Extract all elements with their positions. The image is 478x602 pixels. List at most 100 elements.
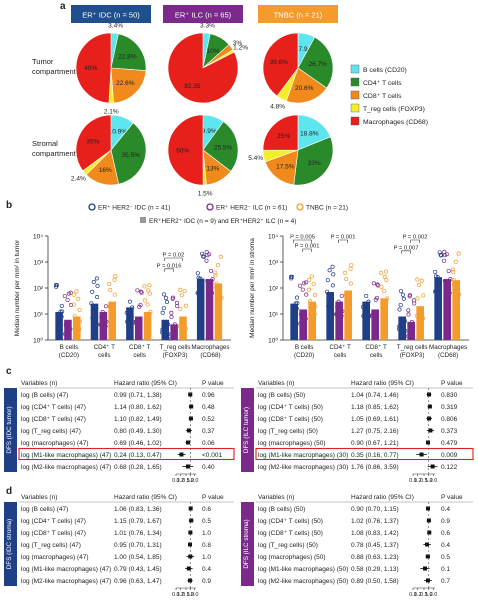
bar bbox=[108, 301, 116, 340]
data-point bbox=[437, 250, 442, 255]
column-header: Variables (n) bbox=[258, 380, 294, 387]
data-point bbox=[446, 268, 451, 274]
data-point bbox=[366, 299, 371, 304]
pie-value-label: 49% bbox=[84, 65, 97, 72]
data-point bbox=[147, 291, 152, 296]
data-point bbox=[178, 287, 183, 292]
pie-value-label: 2.1% bbox=[104, 108, 119, 115]
data-point bbox=[219, 295, 224, 300]
bar bbox=[64, 319, 72, 340]
side-label: DFS (ILC stroma) bbox=[243, 519, 250, 568]
hazard-ratio-text: 0.78 (0.45, 1.37) bbox=[351, 542, 399, 549]
p-value-text: 0.5 bbox=[202, 518, 211, 525]
data-point bbox=[400, 292, 405, 297]
hazard-ratio-text: 1.76 (0.86, 3.59) bbox=[351, 464, 399, 471]
side-label-box bbox=[4, 502, 17, 586]
p-value-annotation: P = 0.02 bbox=[163, 253, 185, 259]
pie-slice bbox=[262, 32, 299, 97]
data-point bbox=[182, 289, 187, 294]
legend-swatch bbox=[350, 116, 360, 126]
hr-estimate-marker bbox=[189, 404, 194, 409]
data-point bbox=[127, 299, 132, 304]
pie-value-label: 1.5% bbox=[198, 190, 213, 197]
pie-slice bbox=[75, 114, 112, 172]
bar bbox=[434, 277, 442, 340]
category-label: (CD68) bbox=[200, 352, 220, 359]
forest-tick-label: 1.0 bbox=[425, 478, 433, 484]
data-point bbox=[311, 313, 316, 319]
p-value-text: 0.6 bbox=[202, 506, 211, 513]
hr-estimate-marker bbox=[189, 518, 194, 523]
data-point bbox=[369, 314, 375, 319]
data-point bbox=[71, 302, 76, 307]
hazard-ratio-text: 1.10 (0.82, 1.49) bbox=[114, 416, 162, 423]
data-point bbox=[371, 281, 376, 286]
p-value-text: 0.06 bbox=[202, 440, 215, 447]
pie-value-label: 50% bbox=[176, 148, 189, 155]
category-label: (CD68) bbox=[438, 352, 458, 359]
data-point bbox=[129, 315, 134, 320]
bar bbox=[335, 301, 343, 340]
bar bbox=[196, 278, 205, 340]
pie-value-label: 3.3% bbox=[200, 23, 215, 30]
pie-slice bbox=[297, 114, 331, 151]
data-point bbox=[59, 314, 64, 319]
data-point bbox=[179, 318, 184, 323]
data-point bbox=[418, 318, 423, 323]
bar bbox=[161, 319, 170, 340]
data-point bbox=[209, 290, 215, 296]
panel-label-a: a bbox=[60, 1, 66, 12]
column-header: P value bbox=[441, 494, 463, 501]
data-point bbox=[166, 322, 171, 327]
data-point bbox=[293, 301, 298, 306]
data-point bbox=[415, 277, 420, 282]
data-point bbox=[104, 319, 109, 324]
hr-estimate-marker bbox=[419, 452, 424, 457]
data-point bbox=[67, 330, 72, 335]
variable-label: log (CD4⁺ T cells) (50) bbox=[258, 404, 323, 411]
data-point bbox=[210, 277, 215, 282]
variable-label: log (M2-like macrophages) (47) bbox=[21, 578, 111, 585]
side-label: DFS (IDC tumor) bbox=[6, 406, 13, 453]
column-header: P value bbox=[441, 380, 463, 387]
data-point bbox=[213, 273, 218, 278]
data-point bbox=[376, 283, 381, 288]
data-point bbox=[68, 302, 74, 308]
data-point bbox=[433, 269, 438, 274]
data-point bbox=[289, 274, 294, 279]
variable-label: log (M2-like macrophages) (30) bbox=[258, 464, 348, 471]
category-label: (CD20) bbox=[294, 352, 314, 359]
p-value-annotation: P = 0.001 bbox=[295, 244, 320, 250]
pie-value-label: 39.6% bbox=[270, 59, 289, 66]
data-point bbox=[60, 309, 65, 314]
data-point bbox=[107, 304, 112, 309]
pie-value-label: 16% bbox=[99, 167, 112, 174]
hr-estimate-marker bbox=[425, 578, 430, 583]
data-point bbox=[214, 281, 219, 286]
y-axis-label: Median number per mm² in tumor bbox=[14, 239, 21, 336]
data-point bbox=[289, 276, 294, 281]
data-point bbox=[360, 304, 366, 310]
legend-label: T_reg cells (FOXP3) bbox=[363, 106, 425, 113]
header-box bbox=[71, 5, 151, 23]
pie-value-label: 26.7% bbox=[309, 61, 328, 68]
p-value-annotation: P = 0.005 bbox=[290, 235, 315, 241]
p-value-text: 0.9 bbox=[441, 518, 450, 525]
significance-bracket bbox=[410, 239, 420, 243]
hr-estimate-marker bbox=[186, 428, 191, 433]
data-point bbox=[339, 293, 344, 298]
bar bbox=[170, 324, 178, 340]
pie-value-label: 13% bbox=[206, 165, 219, 172]
hazard-ratio-text: 0.99 (0.71, 1.38) bbox=[114, 392, 162, 399]
data-point bbox=[198, 276, 203, 281]
pie-value-label: 3% bbox=[233, 40, 243, 47]
y-tick-label: 10⁴ bbox=[33, 234, 43, 241]
bar bbox=[380, 298, 388, 340]
legend-label: ER⁺ HER2⁻ IDC (n = 41) bbox=[98, 205, 170, 212]
variable-label: log (T_reg cells) (47) bbox=[21, 428, 81, 435]
p-value-text: 0.6 bbox=[441, 530, 450, 537]
bar bbox=[73, 316, 81, 340]
p-value-text: 1.0 bbox=[202, 530, 211, 537]
y-tick-label: 10² bbox=[269, 286, 279, 293]
data-point bbox=[452, 278, 457, 283]
